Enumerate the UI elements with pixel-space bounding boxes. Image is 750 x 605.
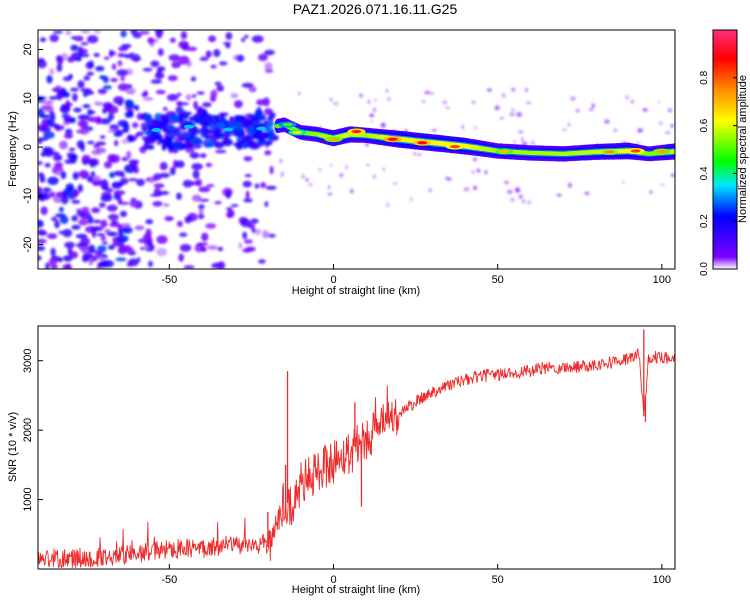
x-tick-label: -50 [161,274,177,286]
spectrogram-plot [38,30,675,269]
x-tick-label: 100 [653,274,671,286]
spectrogram-frame [37,29,676,270]
colorbar-axis: 0.0 0.2 0.4 0.6 0.8 [699,70,737,276]
snr-y-label: SNR (10 * v/v) [7,412,19,482]
snr-plot [38,329,675,569]
x-tick-label: 50 [492,274,504,286]
chart-title: PAZ1.2026.071.16.11.G25 [293,1,458,17]
snr-y-axis: 1000 2000 3000 [22,348,43,512]
colorbar [712,29,738,270]
spectrogram-y-axis: -20 -10 0 10 20 [22,43,43,253]
y-tick-label: 20 [22,43,34,55]
x-tick-label: -50 [161,574,177,586]
x-tick-label: 50 [492,574,504,586]
y-tick-label: 1000 [22,487,34,511]
spectrogram-y-label: Frequency (Hz) [7,111,19,187]
y-tick-label: 10 [22,92,34,104]
colorbar-tick-label: 0.4 [699,166,710,180]
snr-x-axis: -50 0 50 100 [161,564,671,586]
x-tick-label: 100 [653,574,671,586]
snr-x-label: Height of straight line (km) [292,584,420,596]
spectrogram-x-axis: -50 0 50 100 [161,264,671,286]
snr-frame [37,325,676,570]
colorbar-tick-label: 0.6 [699,118,710,132]
colorbar-tick-label: 0.8 [699,70,710,84]
x-tick-label: 0 [330,274,336,286]
y-tick-label: 3000 [22,348,34,372]
y-tick-label: 0 [22,144,34,150]
y-tick-label: -10 [22,188,34,204]
colorbar-tick-label: 0.0 [699,262,710,276]
spectrogram-x-label: Height of straight line (km) [292,285,420,297]
spectrogram-ridge [151,117,675,162]
colorbar-tick-label: 0.2 [699,214,710,228]
colorbar-label: Normalized spectral amplitude [737,75,749,223]
snr-series-line [38,348,675,569]
y-tick-label: -20 [22,237,34,253]
y-tick-label: 2000 [22,418,34,442]
x-tick-label: 0 [330,574,336,586]
